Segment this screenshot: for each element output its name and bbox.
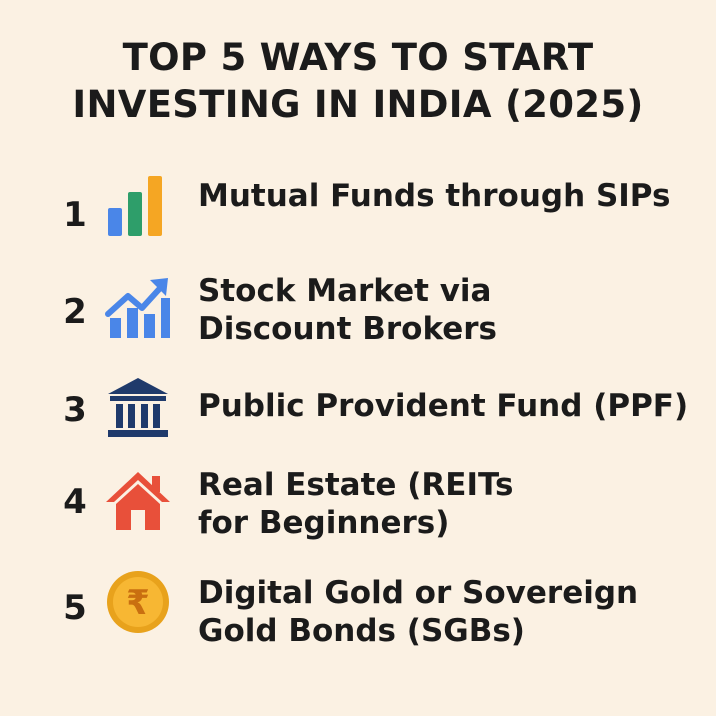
title-line-2: INVESTING IN INDIA (2025) [72,83,644,126]
svg-text:₹: ₹ [126,583,150,623]
bank-building-icon [108,378,168,437]
item-number: 3 [63,390,87,430]
item-label-line: Public Provident Fund (PPF) [198,388,689,424]
item-label: Digital Gold or Sovereign Gold Bonds (SG… [198,574,638,650]
item-number: 1 [63,195,87,235]
item-label-line: Digital Gold or Sovereign [198,575,639,611]
house-icon [106,472,170,530]
list-item-gold: 5 ₹ Digital Gold or Sovereign Gold Bonds… [0,571,716,654]
list-item-mutual-funds: 1 Mutual Funds through SIPs [0,160,716,240]
list-item-real-estate: 4 Real Estate (REITs for Beginners) [0,466,716,546]
bar-chart-icon [108,176,162,236]
list-item-stock-market: 2 Stock Market via Discount Brokers [0,272,716,352]
rupee-coin-icon: ₹ [107,571,169,633]
page-title: TOP 5 WAYS TO START INVESTING IN INDIA (… [0,34,716,128]
item-number: 2 [63,292,87,332]
item-number: 5 [63,588,87,628]
item-label: Mutual Funds through SIPs [198,177,670,215]
title-line-1: TOP 5 WAYS TO START [122,36,594,79]
item-label-line: Discount Brokers [198,311,497,347]
item-label-line: Mutual Funds through SIPs [198,178,671,214]
trending-up-chart-icon [105,278,170,338]
list-item-ppf: 3 Public Provident Fund (PPF) [0,370,716,450]
item-label-line: for Beginners) [198,505,450,541]
item-number: 4 [63,482,87,522]
item-label-line: Stock Market via [198,273,492,309]
item-label: Real Estate (REITs for Beginners) [198,466,513,542]
item-label-line: Gold Bonds (SGBs) [198,613,525,649]
item-label: Stock Market via Discount Brokers [198,272,497,348]
item-label: Public Provident Fund (PPF) [198,387,688,425]
item-label-line: Real Estate (REITs [198,467,514,503]
